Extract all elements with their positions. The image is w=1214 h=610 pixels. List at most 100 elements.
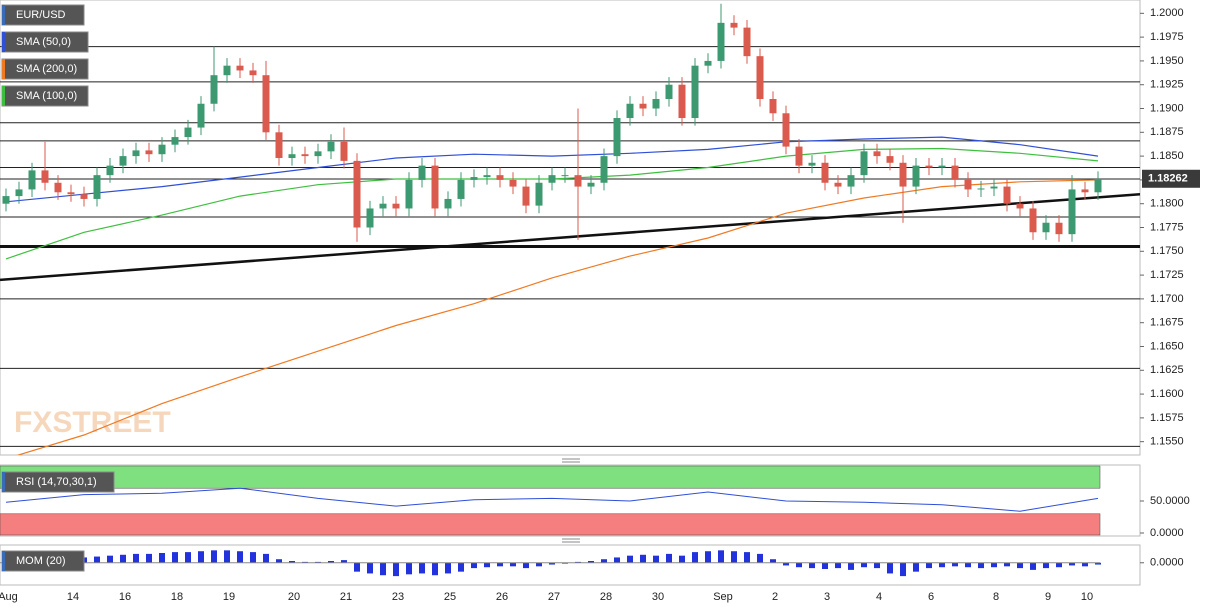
mom-bar <box>549 562 555 565</box>
mom-bar <box>679 555 685 563</box>
x-tick-label: Sep <box>713 591 733 603</box>
panel-handle[interactable] <box>562 458 580 463</box>
mom-bar <box>406 562 412 575</box>
y-tick-label: 1.1800 <box>1150 198 1184 210</box>
mom-bar <box>393 562 399 577</box>
mom-bar <box>432 562 438 576</box>
last-price-label: 1.18262 <box>1148 173 1188 185</box>
y-tick-label: 0.0000 <box>1150 557 1184 569</box>
candle-body <box>15 189 23 197</box>
candle-body <box>1068 189 1076 235</box>
y-tick-label: 1.1675 <box>1150 317 1184 329</box>
mom-bar <box>796 562 802 568</box>
line-series <box>5 487 1099 512</box>
y-tick-label: 50.0000 <box>1150 495 1190 507</box>
candle-body <box>587 182 595 187</box>
mom-bar <box>822 562 828 569</box>
mom-bar <box>159 553 165 563</box>
panel-handle[interactable] <box>562 538 580 543</box>
mom-bar <box>224 550 230 563</box>
mom-bar <box>172 552 178 563</box>
candle-body <box>392 203 400 209</box>
mom-bar <box>1095 562 1101 565</box>
candle-body <box>405 179 413 209</box>
mom-bar <box>328 561 334 563</box>
x-tick-label: 4 <box>876 591 882 603</box>
candle-body <box>899 162 907 187</box>
candle-body <box>314 151 322 157</box>
y-tick-label: 1.1975 <box>1150 31 1184 43</box>
candle-body <box>119 156 127 166</box>
candle-body <box>418 165 426 180</box>
candle-body <box>80 194 88 199</box>
legend-item: SMA (100,0) <box>1 85 89 107</box>
mom-bar <box>419 562 425 574</box>
mom-bar <box>1004 562 1010 567</box>
legend-swatch <box>2 86 5 106</box>
candle-body <box>132 150 140 157</box>
candle-body <box>379 203 387 209</box>
candle-body <box>275 132 283 159</box>
legend-item: EUR/USD <box>1 4 85 26</box>
mom-bar <box>133 553 139 563</box>
price-panel <box>0 0 1141 456</box>
legend-item: SMA (200,0) <box>1 58 89 80</box>
candle-body <box>964 179 972 190</box>
candle-body <box>197 103 205 128</box>
candle-body <box>1016 203 1024 209</box>
candle-body <box>67 192 75 195</box>
x-tick-label: 18 <box>171 591 183 603</box>
mom-bar <box>523 562 529 569</box>
y-tick-label: 1.1625 <box>1150 364 1184 376</box>
y-tick-label: 1.1775 <box>1150 221 1184 233</box>
candle-body <box>1029 208 1037 233</box>
candle-body <box>223 65 231 76</box>
candle-body <box>613 118 621 157</box>
candle-body <box>496 175 504 180</box>
mom-bar <box>237 551 243 563</box>
last-price-box <box>1142 169 1200 188</box>
candle-body <box>912 165 920 187</box>
mom-bar <box>692 552 698 563</box>
candle-body <box>665 84 673 99</box>
mom-bar <box>1082 562 1088 567</box>
candle-body <box>548 175 556 183</box>
candle-body <box>782 113 790 147</box>
candle-body <box>54 182 62 193</box>
y-tick-label: 1.1850 <box>1150 150 1184 162</box>
candle-body <box>951 165 959 180</box>
mom-bar <box>94 556 100 563</box>
y-tick-label: 1.1875 <box>1150 126 1184 138</box>
mom-bar <box>263 553 269 563</box>
x-tick-label: 23 <box>392 591 404 603</box>
legend-item: RSI (14,70,30,1) <box>1 471 115 493</box>
mom-bar <box>978 562 984 569</box>
candle-body <box>184 127 192 138</box>
mom-bar <box>991 562 997 568</box>
x-tick-label: 2 <box>772 591 778 603</box>
candle-body <box>41 170 49 183</box>
candle-body <box>262 75 270 133</box>
mom-bar <box>1017 562 1023 569</box>
candle-body <box>301 154 309 157</box>
x-tick-label: 8 <box>993 591 999 603</box>
legend-swatch <box>2 32 5 52</box>
price-plot <box>0 3 1140 455</box>
candle-body <box>249 70 257 76</box>
y-tick-label: 1.1550 <box>1150 436 1184 448</box>
x-tick-label: 30 <box>652 591 664 603</box>
candle-body <box>704 60 712 66</box>
candle-body <box>847 175 855 187</box>
y-tick-label: 1.1575 <box>1150 412 1184 424</box>
mom-bar <box>120 554 126 563</box>
candle-body <box>1042 222 1050 233</box>
candle-body <box>743 27 751 57</box>
candle-body <box>574 175 582 187</box>
mom-bar <box>861 562 867 568</box>
candle-body <box>977 188 985 190</box>
mom-bar <box>640 554 646 563</box>
trendline <box>0 192 1140 282</box>
mom-bar <box>484 562 490 568</box>
candle-body <box>236 65 244 71</box>
mom-bar <box>107 555 113 563</box>
